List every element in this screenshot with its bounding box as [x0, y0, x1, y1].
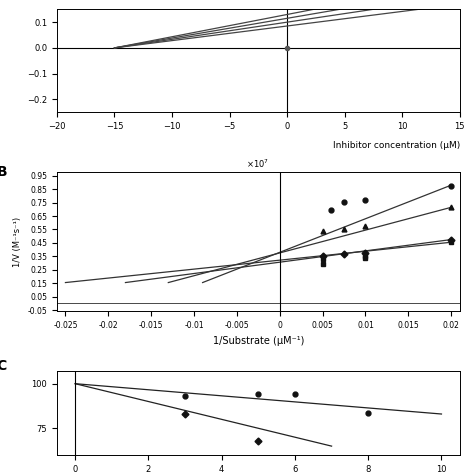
Text: C: C [0, 359, 7, 373]
Text: Inhibitor concentration (μM): Inhibitor concentration (μM) [333, 141, 460, 150]
Y-axis label: 1/V (M⁻¹s⁻¹): 1/V (M⁻¹s⁻¹) [13, 217, 22, 267]
Legend: RDS562 0 uM, RDS562 6 uM, RDS562 8 uM, RDS562 10 uM: RDS562 0 uM, RDS562 6 uM, RDS562 8 uM, R… [107, 368, 410, 383]
X-axis label: 1/Substrate (μM⁻¹): 1/Substrate (μM⁻¹) [213, 336, 304, 346]
Text: B: B [0, 165, 7, 179]
Text: $\times10^7$: $\times10^7$ [246, 158, 269, 170]
